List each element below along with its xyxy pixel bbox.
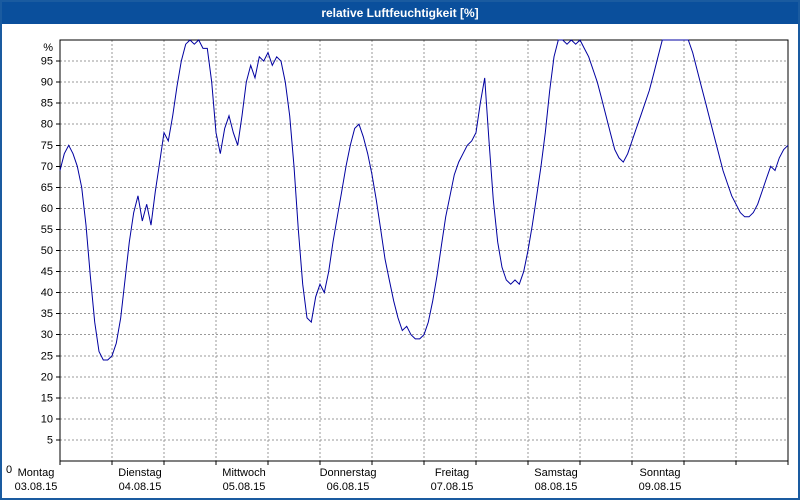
svg-text:03.08.15: 03.08.15 [15,481,58,493]
svg-text:05.08.15: 05.08.15 [223,481,266,493]
svg-text:Freitag: Freitag [435,467,469,479]
svg-text:Donnerstag: Donnerstag [320,467,377,479]
svg-text:10: 10 [41,413,53,425]
window-title: relative Luftfeuchtigkeit [%] [321,6,479,20]
svg-text:Sonntag: Sonntag [640,467,681,479]
svg-text:65: 65 [41,182,53,194]
gridlines [60,40,788,461]
svg-text:30: 30 [41,329,53,341]
svg-text:20: 20 [41,371,53,383]
svg-text:95: 95 [41,56,53,68]
svg-text:70: 70 [41,161,53,173]
svg-text:25: 25 [41,350,53,362]
svg-text:%: % [43,42,53,54]
chart-area: 0 5 10 15 20 25 30 35 40 45 50 55 60 65 70 75 80 85 90 95% M… [2,24,798,498]
humidity-line-chart: 0 5 10 15 20 25 30 35 40 45 50 55 60 65 70 75 80 85 90 95% M… [6,39,789,493]
svg-text:Samstag: Samstag [534,467,577,479]
svg-text:Mittwoch: Mittwoch [222,467,265,479]
svg-text:15: 15 [41,392,53,404]
svg-text:08.08.15: 08.08.15 [535,481,578,493]
svg-text:60: 60 [41,203,53,215]
humidity-series-line [59,39,789,361]
svg-text:0: 0 [6,464,12,476]
svg-text:06.08.15: 06.08.15 [327,481,370,493]
svg-text:80: 80 [41,119,53,131]
svg-text:Montag: Montag [18,467,55,479]
svg-text:5: 5 [47,434,53,446]
svg-text:90: 90 [41,77,53,89]
svg-text:07.08.15: 07.08.15 [431,481,474,493]
svg-text:04.08.15: 04.08.15 [119,481,162,493]
svg-text:75: 75 [41,140,53,152]
title-bar: relative Luftfeuchtigkeit [%] [2,2,798,24]
svg-text:35: 35 [41,308,53,320]
svg-text:40: 40 [41,287,53,299]
svg-text:55: 55 [41,224,53,236]
axis-labels: 0 5 10 15 20 25 30 35 40 45 50 55 60 65 70 75 80 85 90 95% M… [6,42,681,493]
svg-text:85: 85 [41,98,53,110]
svg-text:45: 45 [41,266,53,278]
axis-ticks [56,60,789,465]
svg-text:09.08.15: 09.08.15 [639,481,682,493]
svg-text:50: 50 [41,245,53,257]
svg-text:Dienstag: Dienstag [118,467,161,479]
